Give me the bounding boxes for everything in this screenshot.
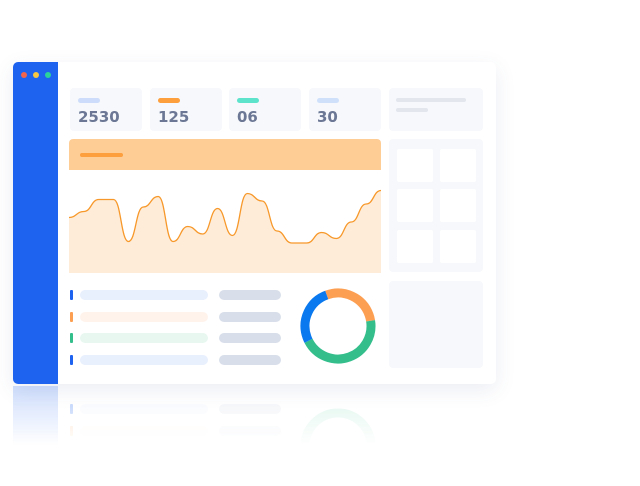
row-label-placeholder[interactable]	[80, 333, 208, 343]
tile[interactable]	[397, 230, 433, 263]
row-marker	[70, 311, 73, 322]
tile-grid	[389, 139, 483, 272]
row-marker	[70, 354, 73, 365]
area-chart	[69, 189, 381, 273]
dashboard-window: 2530 125 06 30	[13, 62, 496, 384]
sidebar[interactable]	[13, 62, 58, 384]
minimize-dot[interactable]	[33, 72, 39, 78]
stat-card[interactable]: 125	[150, 88, 222, 131]
row-value-placeholder[interactable]	[219, 290, 281, 300]
row-label-placeholder[interactable]	[80, 354, 208, 365]
list-reflection	[69, 404, 289, 444]
stat-value: 2530	[78, 108, 120, 126]
sidebar-reflection	[13, 386, 58, 446]
donut-segment[interactable]	[298, 286, 378, 366]
stat-card[interactable]: 06	[229, 88, 301, 131]
reflection	[13, 386, 496, 484]
close-dot[interactable]	[21, 72, 27, 78]
row-value-placeholder[interactable]	[219, 404, 281, 414]
row-marker	[70, 425, 73, 436]
stat-card[interactable]: 30	[309, 88, 381, 131]
row-value-placeholder[interactable]	[219, 425, 281, 436]
area-line	[69, 189, 381, 244]
row-label-placeholder[interactable]	[80, 311, 208, 322]
row-label-placeholder[interactable]	[80, 425, 208, 436]
stat-value: 125	[158, 108, 190, 126]
row-value-placeholder[interactable]	[219, 333, 281, 343]
text-placeholder	[396, 98, 466, 102]
stat-label-placeholder	[237, 98, 259, 103]
chart-title-placeholder	[80, 153, 123, 157]
row-value-placeholder[interactable]	[219, 354, 281, 365]
row-label-placeholder[interactable]	[80, 290, 208, 300]
chart-header	[69, 139, 381, 170]
stat-label-placeholder	[78, 98, 100, 103]
row-marker	[70, 404, 73, 414]
tile[interactable]	[440, 230, 476, 263]
maximize-dot[interactable]	[45, 72, 51, 78]
row-label-placeholder[interactable]	[80, 404, 208, 414]
stat-label-placeholder	[158, 98, 180, 103]
stat-card[interactable]: 2530	[70, 88, 142, 131]
donut-segment[interactable]	[298, 286, 378, 366]
donut-segment[interactable]	[298, 286, 378, 366]
stat-label-placeholder	[317, 98, 339, 103]
row-marker	[70, 290, 73, 300]
area-fill	[69, 190, 381, 273]
tile[interactable]	[440, 189, 476, 222]
info-card[interactable]	[389, 88, 483, 131]
donut-reflection	[300, 408, 376, 484]
tile[interactable]	[397, 149, 433, 182]
stat-value: 30	[317, 108, 338, 126]
row-value-placeholder[interactable]	[219, 311, 281, 322]
empty-panel	[389, 281, 483, 368]
text-placeholder	[396, 108, 428, 112]
donut-chart	[298, 286, 378, 366]
stat-value: 06	[237, 108, 258, 126]
tile[interactable]	[440, 149, 476, 182]
tile[interactable]	[397, 189, 433, 222]
row-marker	[70, 333, 73, 343]
list	[69, 290, 289, 370]
